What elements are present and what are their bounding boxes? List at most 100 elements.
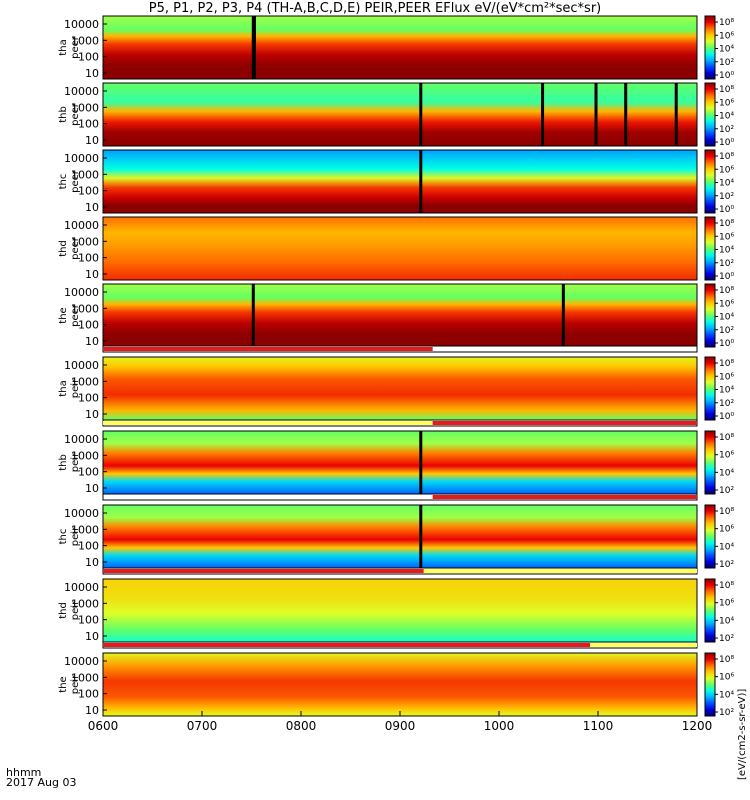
spectrogram-panel-thb-peer: 10 100 1000 10000 thb peer 10⁰ 10² 10⁴ 10⁶ 10⁸ <box>58 82 734 148</box>
colorbar-tick-label: 10⁶ <box>719 673 734 683</box>
y-tick-label: 1000 <box>71 34 99 47</box>
y-tick-label: 10 <box>85 556 99 569</box>
colorbar <box>704 652 716 717</box>
x-tick-label: 1100 <box>583 719 614 733</box>
colorbar-tick-label: 10⁸ <box>719 18 734 28</box>
panel-label-probe: thb <box>58 106 69 123</box>
panel-frame <box>102 82 698 147</box>
spectrogram-panel-thc-peer: 10 100 1000 10000 thc peer 10⁰ 10² 10⁴ 10⁶ 10⁸ <box>58 149 734 215</box>
panel-frame <box>102 149 698 214</box>
y-tick-label: 1000 <box>71 671 99 684</box>
colorbar-tick-label: 10⁴ <box>719 542 734 552</box>
panel-label-probe: thc <box>58 529 69 545</box>
colorbar-tick-label: 10⁶ <box>719 372 734 382</box>
y-tick-label: 100 <box>78 185 99 198</box>
panel-label-probe: thb <box>58 454 69 471</box>
spectrogram-image <box>103 284 697 347</box>
colorbar-tick-label: 10⁴ <box>719 690 734 700</box>
colorbar-tick-label: 10⁴ <box>719 616 734 626</box>
data-gap-stripe <box>561 284 565 347</box>
panel-frame <box>102 216 698 281</box>
colorbar-tick-label: 10⁸ <box>719 152 734 162</box>
x-tick-label: 1200 <box>682 719 713 733</box>
colorbar-tick-label: 10² <box>719 125 734 135</box>
y-tick-label: 10 <box>85 704 99 717</box>
colorbar <box>704 578 716 643</box>
colorbar-tick-label: 10⁴ <box>719 179 734 189</box>
mode-bar-segment <box>103 421 433 425</box>
spectrogram-image <box>103 217 697 280</box>
colorbar-tick-label: 10⁶ <box>719 451 734 461</box>
y-tick-label: 100 <box>78 466 99 479</box>
colorbar-tick-label: 10⁶ <box>719 31 734 41</box>
x-tick-label: 1000 <box>484 719 515 733</box>
y-tick-label: 100 <box>78 392 99 405</box>
colorbar-tick-label: 10⁸ <box>719 85 734 95</box>
data-gap-stripe <box>541 83 545 146</box>
colorbar <box>704 15 716 80</box>
panel-label-product: peer <box>70 102 81 126</box>
colorbar-tick-label: 10² <box>719 192 734 202</box>
colorbar-tick-label: 10⁰ <box>719 71 734 81</box>
colorbar-tick-label: 10⁶ <box>719 232 734 242</box>
data-gap-stripe <box>624 83 628 146</box>
panel-label-probe: tha <box>58 380 69 396</box>
x-tick-label: 0800 <box>286 719 317 733</box>
data-gap-stripe <box>594 83 598 146</box>
colorbar-tick-label: 10⁸ <box>719 507 734 517</box>
colorbar-tick-label: 10² <box>719 486 734 496</box>
y-tick-label: 100 <box>78 319 99 332</box>
colorbar-tick-label: 10⁶ <box>719 299 734 309</box>
colorbar-tick-label: 10⁴ <box>719 468 734 478</box>
y-tick-label: 100 <box>78 614 99 627</box>
y-tick-label: 1000 <box>71 168 99 181</box>
panel-frame <box>102 15 698 80</box>
colorbar-tick-label: 10⁸ <box>719 286 734 296</box>
y-tick-label: 1000 <box>71 597 99 610</box>
colorbar-tick-label: 10⁸ <box>719 433 734 443</box>
data-gap-stripe <box>419 505 423 568</box>
mode-bar-segment <box>423 569 697 573</box>
x-tick-label: 0900 <box>385 719 416 733</box>
panel-label-product: peer <box>70 169 81 193</box>
colorbar-tick-label: 10⁴ <box>719 313 734 323</box>
y-tick-label: 10 <box>85 408 99 421</box>
spectrogram-image <box>103 431 697 494</box>
colorbar-tick-label: 10⁶ <box>719 599 734 609</box>
y-tick-label: 10000 <box>64 433 99 446</box>
y-tick-label: 10000 <box>64 655 99 668</box>
y-tick-label: 1000 <box>71 449 99 462</box>
colorbar <box>704 504 716 569</box>
colorbar-tick-label: 10⁶ <box>719 165 734 175</box>
panel-label-probe: the <box>58 307 69 323</box>
spectrogram-image <box>103 83 697 146</box>
mode-bar <box>102 419 698 427</box>
mode-bar-segment <box>103 643 591 647</box>
data-gap-stripe <box>251 284 255 347</box>
colorbar <box>704 356 716 421</box>
y-tick-label: 10000 <box>64 219 99 232</box>
y-tick-label: 10 <box>85 335 99 348</box>
colorbar-tick-label: 10⁶ <box>719 525 734 535</box>
mode-bar-segment <box>103 347 433 351</box>
y-tick-label: 10000 <box>64 85 99 98</box>
data-gap-stripe <box>419 431 423 494</box>
panel-label-probe: thd <box>58 602 69 619</box>
mode-bar-segment <box>432 421 697 425</box>
colorbar-tick-label: 10⁴ <box>719 112 734 122</box>
y-tick-label: 1000 <box>71 523 99 536</box>
spectrogram-panel-thd-peer: 10 100 1000 10000 thd peer 10⁰ 10² 10⁴ 10⁶ 10⁸ <box>58 216 734 282</box>
x-tick-label: 0600 <box>88 719 119 733</box>
panel-label-product: peer <box>70 303 81 327</box>
chart-title: P5, P1, P2, P3, P4 (TH-A,B,C,D,E) PEIR,P… <box>148 1 602 16</box>
colorbar-tick-label: 10⁸ <box>719 219 734 229</box>
spectrogram-panel-the-peir: 10 100 1000 10000 the peir 10² 10⁴ 10⁶ 10⁸ <box>58 652 734 718</box>
colorbar-tick-label: 10⁸ <box>719 581 734 591</box>
y-tick-label: 10 <box>85 134 99 147</box>
colorbar-tick-label: 10⁰ <box>719 412 734 422</box>
y-tick-label: 1000 <box>71 375 99 388</box>
colorbar-tick-label: 10⁸ <box>719 655 734 665</box>
colorbar-tick-label: 10² <box>719 58 734 68</box>
colorbar-tick-label: 10⁴ <box>719 246 734 256</box>
spectrogram-panel-thb-peir: 10 100 1000 10000 thb peir 10² 10⁴ 10⁶ 10⁸ <box>58 430 734 496</box>
